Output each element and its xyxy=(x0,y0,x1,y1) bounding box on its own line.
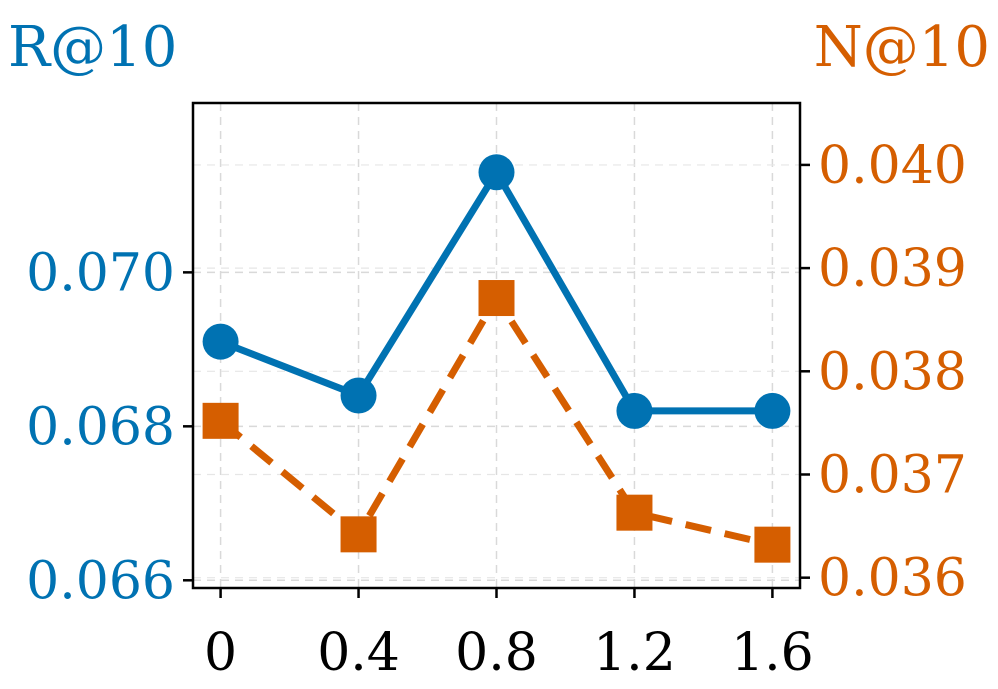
left-axis-title: R@10 xyxy=(8,15,177,80)
series-1-point xyxy=(616,392,653,429)
series-2-point xyxy=(340,516,377,553)
series-1-point xyxy=(754,392,791,429)
series-2-point xyxy=(478,280,515,317)
series-layer xyxy=(202,154,791,563)
x-tick-label: 0.8 xyxy=(455,623,538,683)
series-2-point xyxy=(202,402,239,439)
series-1-point xyxy=(478,154,515,191)
left-y-tick-label: 0.068 xyxy=(26,397,175,457)
series-2-line xyxy=(218,294,774,549)
right-y-tick-label: 0.040 xyxy=(818,136,967,196)
right-y-tick-label: 0.038 xyxy=(818,342,967,402)
left-y-axis: 0.066 0.068 0.070 xyxy=(26,243,193,611)
left-y-tick-label: 0.066 xyxy=(26,551,175,611)
x-tick-label: 0 xyxy=(204,623,237,683)
left-y-tick-label: 0.070 xyxy=(26,243,175,303)
right-axis-title: N@10 xyxy=(814,15,990,80)
right-y-axis: 0.036 0.037 0.038 0.039 0.040 xyxy=(800,136,967,609)
series-1-point xyxy=(340,377,377,414)
x-axis: 0 0.4 0.8 1.2 1.6 xyxy=(204,588,814,683)
series-2-point xyxy=(754,526,791,563)
x-tick-label: 0.4 xyxy=(317,623,400,683)
series-2-point xyxy=(616,494,653,531)
right-y-tick-label: 0.039 xyxy=(818,239,967,299)
right-y-tick-label: 0.036 xyxy=(818,549,967,609)
x-tick-label: 1.2 xyxy=(593,623,676,683)
x-tick-label: 1.6 xyxy=(731,623,814,683)
series-1-point xyxy=(202,323,239,360)
right-y-tick-label: 0.037 xyxy=(818,445,967,505)
